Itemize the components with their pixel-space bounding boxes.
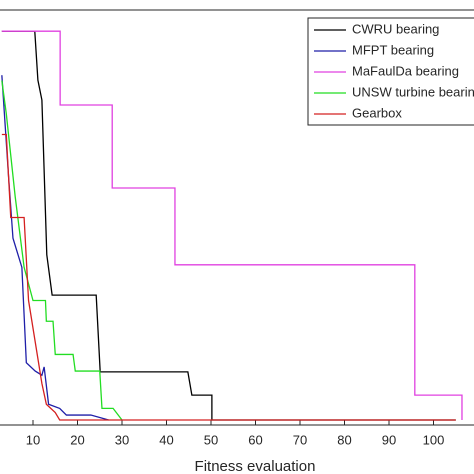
legend-label: UNSW turbine bearing [352, 84, 474, 99]
x-tick-label: 100 [423, 432, 445, 447]
legend-label: CWRU bearing [352, 21, 439, 36]
series-line [1, 30, 456, 421]
series-line [1, 133, 456, 421]
x-tick-label: 20 [70, 432, 84, 447]
plot-frame [0, 9, 474, 426]
x-tick-label: 10 [26, 432, 40, 447]
x-tick-label: 60 [248, 432, 262, 447]
x-tick-label: 70 [293, 432, 307, 447]
legend-label: MaFaulDa bearing [352, 63, 459, 78]
x-tick-label: 90 [382, 432, 396, 447]
x-tick-label: 80 [337, 432, 351, 447]
x-tick-label: 40 [159, 432, 173, 447]
legend-label: MFPT bearing [352, 42, 434, 57]
legend-label: Gearbox [352, 105, 402, 120]
series-line [1, 75, 109, 421]
series-line [1, 30, 463, 421]
x-axis-label: Fitness evaluation [195, 458, 316, 474]
x-tick-label: 50 [204, 432, 218, 447]
series-line [1, 80, 123, 421]
x-tick-label: 30 [115, 432, 129, 447]
